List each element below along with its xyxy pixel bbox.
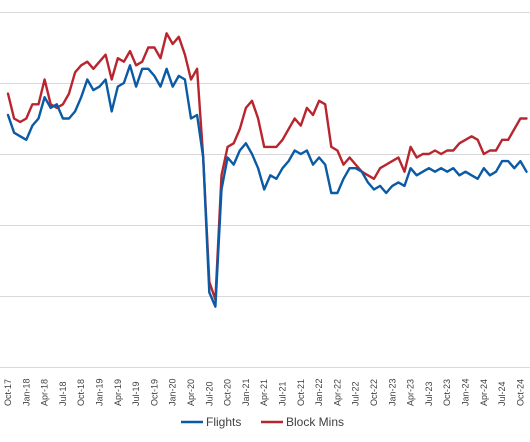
x-tick-label: Oct-17 bbox=[3, 379, 13, 406]
x-tick-label: Oct-22 bbox=[369, 379, 379, 406]
x-tick-label: Oct-23 bbox=[442, 379, 452, 406]
x-tick-label: Jan-18 bbox=[21, 378, 31, 406]
x-tick-label: Jan-19 bbox=[95, 378, 105, 406]
x-tick-label: Jul-23 bbox=[424, 381, 434, 406]
legend-label-block-mins: Block Mins bbox=[286, 415, 344, 429]
x-tick-label: Jul-22 bbox=[351, 381, 361, 406]
x-tick-label: Oct-24 bbox=[515, 379, 525, 406]
x-tick-label: Oct-20 bbox=[223, 379, 233, 406]
x-tick-label: Apr-20 bbox=[186, 379, 196, 406]
x-axis-tick-labels: Oct-17 Jan-18 Apr-18 Jul-18 Oct-18 Jan-19 Apr-… bbox=[3, 378, 525, 406]
x-tick-label: Jul-19 bbox=[131, 381, 141, 406]
series-line-block-mins bbox=[6, 32, 528, 301]
x-tick-label: Jul-18 bbox=[58, 381, 68, 406]
x-tick-label: Oct-18 bbox=[76, 379, 86, 406]
x-tick-label: Apr-19 bbox=[113, 379, 123, 406]
x-tick-label: Jan-23 bbox=[387, 378, 397, 406]
x-tick-label: Jul-20 bbox=[204, 381, 214, 406]
legend: Flights Block Mins bbox=[181, 415, 344, 429]
x-tick-label: Jul-24 bbox=[497, 381, 507, 406]
x-tick-label: Jul-21 bbox=[278, 381, 288, 406]
x-tick-label: Jan-22 bbox=[314, 378, 324, 406]
x-tick-label: Apr-23 bbox=[406, 379, 416, 406]
x-tick-label: Jan-20 bbox=[168, 378, 178, 406]
legend-label-flights: Flights bbox=[206, 415, 241, 429]
x-tick-label: Jan-24 bbox=[461, 378, 471, 406]
x-tick-label: Jan-21 bbox=[241, 378, 251, 406]
series-lines bbox=[6, 32, 528, 308]
series-line-flights bbox=[6, 64, 528, 308]
x-tick-label: Apr-18 bbox=[40, 379, 50, 406]
x-tick-label: Oct-19 bbox=[149, 379, 159, 406]
x-tick-label: Apr-21 bbox=[259, 379, 269, 406]
x-tick-label: Apr-22 bbox=[332, 379, 342, 406]
x-tick-label: Oct-21 bbox=[296, 379, 306, 406]
x-tick-label: Apr-24 bbox=[479, 379, 489, 406]
